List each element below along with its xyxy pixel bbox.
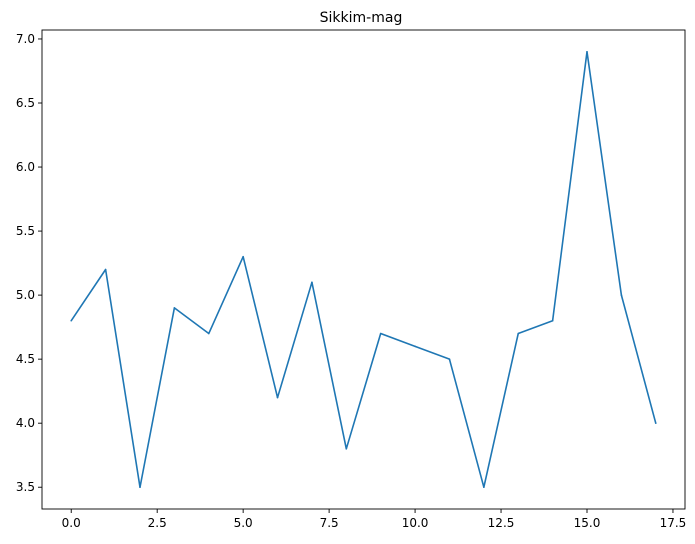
y-tick-label: 5.5 xyxy=(16,224,35,238)
data-point xyxy=(586,50,588,53)
data-point xyxy=(207,332,210,335)
data-point xyxy=(276,396,279,399)
data-point xyxy=(173,307,176,309)
data-point xyxy=(620,294,623,296)
y-tick-label: 6.0 xyxy=(16,160,35,174)
data-point xyxy=(139,486,141,489)
data-point xyxy=(379,332,382,335)
plot-area xyxy=(70,50,657,489)
x-tick-label: 17.5 xyxy=(660,516,687,530)
x-tick-label: 15.0 xyxy=(574,516,601,530)
x-tick-label: 12.5 xyxy=(488,516,515,530)
data-point xyxy=(448,358,451,360)
x-axis: 0.0 2.5 5.0 7.5 10.0 12.5 15.0 17.5 xyxy=(62,509,687,530)
data-point xyxy=(311,281,313,284)
data-point xyxy=(242,255,244,258)
data-point xyxy=(483,486,485,489)
data-point xyxy=(104,268,107,271)
series-line xyxy=(70,50,657,489)
x-tick-label: 10.0 xyxy=(402,516,429,530)
data-point xyxy=(70,319,73,322)
data-point xyxy=(654,422,657,424)
x-tick-label: 7.5 xyxy=(320,516,339,530)
y-tick-label: 6.5 xyxy=(16,96,35,110)
axes-frame xyxy=(41,29,686,510)
y-tick-label: 4.0 xyxy=(16,416,35,430)
data-point xyxy=(517,332,520,335)
data-point xyxy=(345,448,348,450)
y-tick-label: 7.0 xyxy=(16,32,35,46)
x-tick-label: 2.5 xyxy=(148,516,167,530)
data-point xyxy=(414,345,416,348)
chart-title: Sikkim-mag xyxy=(320,10,403,26)
y-tick-label: 4.5 xyxy=(16,352,35,366)
y-axis: 3.5 4.0 4.5 5.0 5.5 6.0 6.5 7.0 xyxy=(16,32,42,494)
x-tick-label: 0.0 xyxy=(62,516,81,530)
data-point xyxy=(551,319,554,322)
x-tick-label: 5.0 xyxy=(234,516,253,530)
y-tick-label: 5.0 xyxy=(16,288,35,302)
y-tick-label: 3.5 xyxy=(16,480,35,494)
